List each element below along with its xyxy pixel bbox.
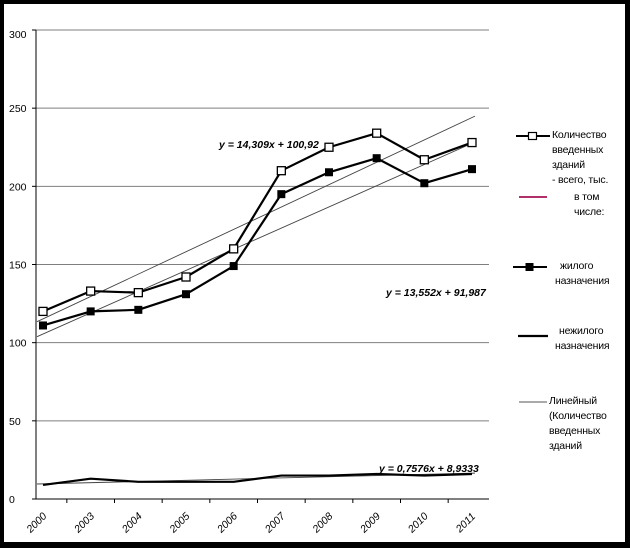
y-tick-label: 0 (9, 494, 15, 506)
legend-label-total: Количество введенных зданий - всего, тыс… (552, 129, 609, 186)
data-point (181, 272, 191, 282)
legend-symbol-subtotal (519, 196, 547, 198)
x-tick-label: 2011 (453, 511, 478, 536)
series-line (42, 157, 473, 327)
legend-label-residential: жилого назначения (555, 260, 610, 287)
series (38, 128, 477, 487)
data-point (420, 179, 429, 188)
data-point (467, 137, 477, 148)
trend-equation: y = 13,552x + 91,987 (385, 287, 487, 299)
trendline (36, 115, 476, 323)
legend-symbol-nonresidential (518, 334, 548, 338)
x-tick-label: 2009 (357, 510, 383, 536)
x-tick-label: 2003 (71, 510, 97, 536)
data-point (419, 155, 429, 165)
x-tick-label: 2008 (310, 510, 336, 536)
data-point (324, 142, 334, 152)
y-tick-label: 100 (9, 338, 27, 350)
data-point (38, 306, 48, 317)
data-point (325, 168, 333, 177)
grid (36, 29, 489, 422)
x-tick-label: 2004 (119, 510, 145, 536)
series-line (42, 132, 473, 313)
trendline (36, 141, 476, 338)
data-point (39, 321, 47, 330)
data-point (372, 128, 382, 138)
data-point (229, 262, 238, 271)
y-tick-label: 50 (9, 416, 21, 428)
trend-equation: y = 14,309x + 100,92 (218, 139, 319, 151)
trend-equation: y = 0,7576x + 8,9333 (378, 463, 479, 475)
data-point (229, 244, 239, 254)
legend-label-trend: Линейный (Количество введенных зданий (549, 395, 607, 452)
trend-equations: y = 14,309x + 100,92 y = 13,552x + 91,987… (218, 139, 487, 475)
axes (32, 29, 489, 503)
data-point (182, 290, 190, 299)
data-point (468, 165, 476, 174)
x-tick-label: 2005 (167, 510, 193, 536)
series-line (42, 472, 473, 487)
x-tick-label: 2006 (214, 510, 240, 536)
data-point (86, 286, 96, 296)
y-tick-label: 250 (9, 103, 27, 115)
y-tick-label: 150 (9, 260, 27, 272)
y-tick-label: 200 (9, 181, 27, 193)
x-tick-label: 2010 (405, 510, 431, 536)
data-point (277, 190, 286, 199)
data-point (276, 166, 286, 176)
data-point (134, 305, 143, 314)
legend-symbol-trend (519, 401, 547, 403)
legend-label-nonresidential: нежилого назначения (555, 325, 610, 352)
y-tick-labels: 0 50 100 150 200 250 300 (9, 29, 27, 506)
x-tick-labels: 2000 2003 2004 2005 2006 2007 2008 2009 2010 2011 (24, 510, 478, 537)
trendlines (36, 115, 476, 485)
data-point (86, 307, 95, 316)
data-point (372, 154, 381, 163)
legend-label-subtotal: в том числе: (574, 191, 605, 218)
legend-symbol-residential (513, 263, 547, 271)
x-tick-label: 2000 (24, 510, 50, 536)
legend-symbol-total (516, 131, 550, 141)
x-tick-label: 2007 (262, 510, 289, 537)
y-tick-label: 300 (9, 29, 27, 41)
data-point (133, 287, 143, 298)
